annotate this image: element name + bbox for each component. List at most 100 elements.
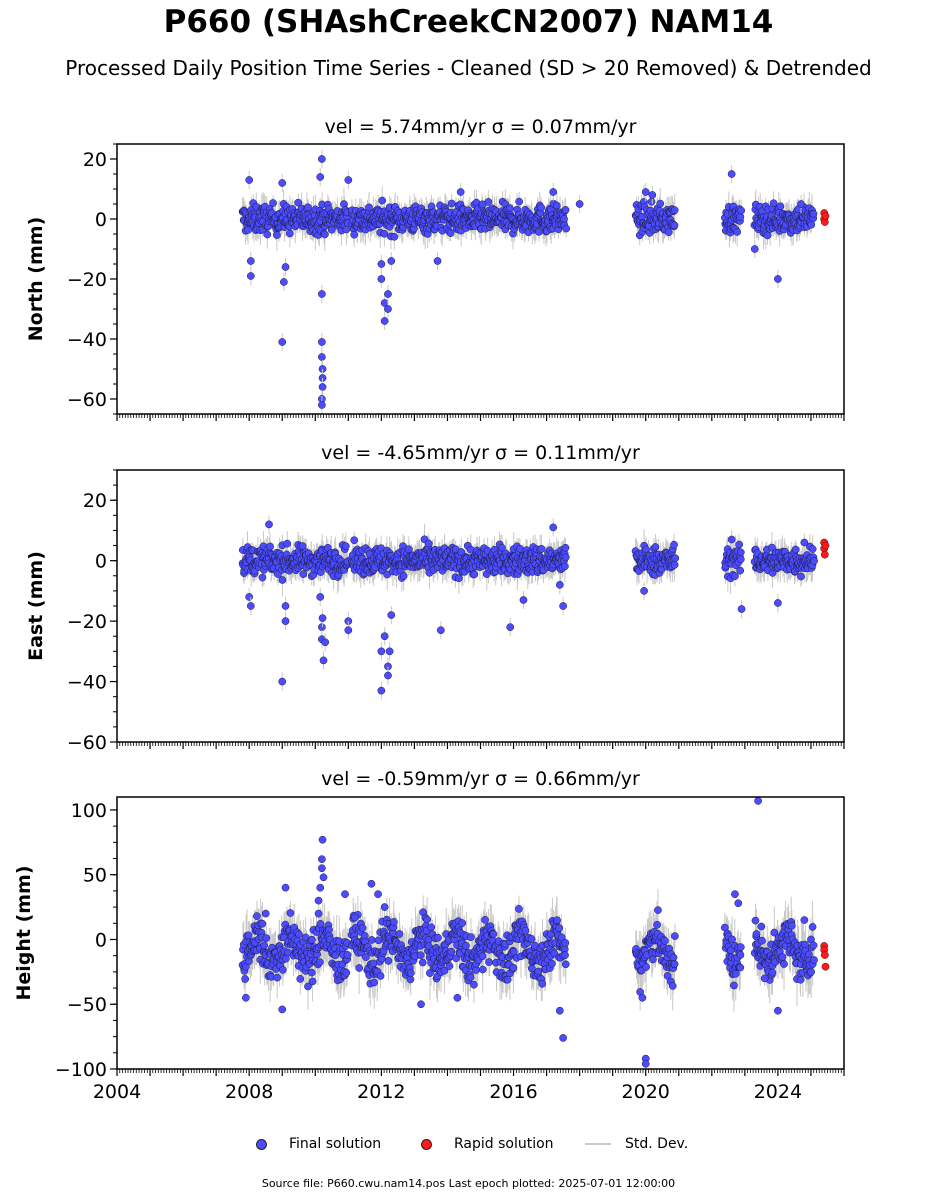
final-point-outlier [265, 520, 273, 529]
final-point [769, 199, 778, 208]
y-tick-label: −60 [67, 732, 107, 754]
panel-data-2 [238, 797, 830, 1068]
final-point [304, 203, 312, 212]
final-point [350, 230, 359, 239]
y-tick-label: 20 [83, 490, 107, 512]
rapid-point [821, 212, 830, 220]
final-point-outlier [506, 623, 515, 632]
final-point [516, 544, 524, 553]
final-point-outlier [641, 188, 650, 196]
final-point [736, 555, 745, 564]
final-point [380, 229, 389, 238]
final-point-outlier [384, 671, 392, 680]
y-tick-label: 20 [83, 149, 107, 171]
final-point [731, 572, 739, 581]
final-point-outlier [797, 200, 805, 208]
final-point-outlier [387, 611, 396, 619]
final-point-outlier [245, 176, 254, 184]
final-point [561, 543, 570, 552]
final-point-outlier [344, 626, 353, 635]
y-tick-label: −20 [67, 269, 107, 291]
final-point-outlier [750, 245, 759, 253]
final-point [266, 542, 274, 551]
final-point [737, 206, 746, 215]
final-point-outlier [377, 275, 386, 283]
final-point-outlier [727, 535, 736, 544]
y-axis-label: North (mm) [25, 217, 47, 342]
final-point-outlier [281, 602, 290, 610]
final-point [258, 573, 267, 582]
final-point [365, 203, 373, 212]
time-series-plots: vel = 5.74mm/yr σ = 0.07mm/yr North (mm) 2… [13, 116, 845, 1103]
final-point-outlier [278, 677, 287, 686]
final-point-outlier [433, 257, 442, 265]
final-point [263, 230, 272, 239]
final-point [561, 562, 569, 571]
final-point-outlier [377, 686, 386, 695]
y-tick-label: −60 [67, 389, 107, 411]
final-point [736, 548, 745, 557]
final-point [807, 220, 816, 229]
final-point-outlier [519, 596, 528, 604]
final-point [670, 206, 679, 214]
final-point-outlier [281, 617, 290, 625]
final-point-outlier [380, 317, 389, 325]
final-point-outlier [737, 605, 746, 613]
final-point [470, 570, 479, 579]
final-point [810, 557, 818, 565]
final-point [283, 539, 292, 548]
final-point [342, 542, 350, 551]
final-point-outlier [549, 188, 558, 196]
panel-frame [116, 469, 845, 743]
final-point [733, 228, 741, 236]
final-point-outlier [318, 290, 326, 298]
final-point [273, 231, 281, 239]
final-point [350, 536, 359, 545]
final-point [736, 566, 745, 575]
final-point-outlier [436, 626, 445, 635]
final-point [269, 199, 277, 207]
panel-data-0 [238, 150, 830, 414]
final-point-outlier [559, 602, 567, 610]
final-point [809, 209, 818, 218]
final-point [299, 570, 308, 579]
panel-data-1 [238, 515, 830, 700]
final-point-outlier [318, 353, 326, 361]
y-axis-label: East (mm) [25, 551, 47, 661]
final-point [454, 574, 463, 583]
final-point [776, 202, 785, 211]
final-point-outlier [575, 200, 584, 208]
final-point-outlier [385, 647, 394, 656]
final-point [561, 553, 570, 562]
final-point [484, 198, 493, 206]
final-point-outlier [280, 278, 288, 286]
y-tick-label: 0 [95, 551, 107, 573]
final-point-outlier [246, 257, 255, 265]
final-point-outlier [318, 614, 327, 622]
final-point [671, 554, 680, 563]
final-point [560, 215, 568, 223]
final-point-outlier [316, 173, 325, 181]
final-point-outlier [318, 338, 326, 346]
final-point [670, 221, 679, 230]
panel-frame [116, 143, 845, 415]
final-point-outlier [377, 647, 386, 656]
final-point [378, 196, 387, 205]
final-point [457, 548, 466, 556]
final-point-outlier [316, 593, 325, 601]
final-point-outlier [344, 176, 353, 184]
final-point [515, 197, 523, 206]
panel-title: vel = -4.65mm/yr σ = 0.11mm/yr [321, 442, 640, 464]
final-point [498, 543, 506, 552]
final-point-outlier [387, 257, 396, 265]
y-tick-label: −40 [67, 672, 107, 694]
final-point-outlier [318, 155, 326, 163]
final-point-outlier [278, 179, 287, 187]
final-point-outlier [377, 260, 386, 268]
final-point [647, 197, 656, 206]
chart-title: P660 (SHAshCreekCN2007) NAM14 [163, 4, 774, 40]
rapid-point [821, 541, 830, 550]
final-point [561, 206, 570, 214]
final-point-outlier [727, 170, 736, 178]
final-point [651, 543, 660, 551]
